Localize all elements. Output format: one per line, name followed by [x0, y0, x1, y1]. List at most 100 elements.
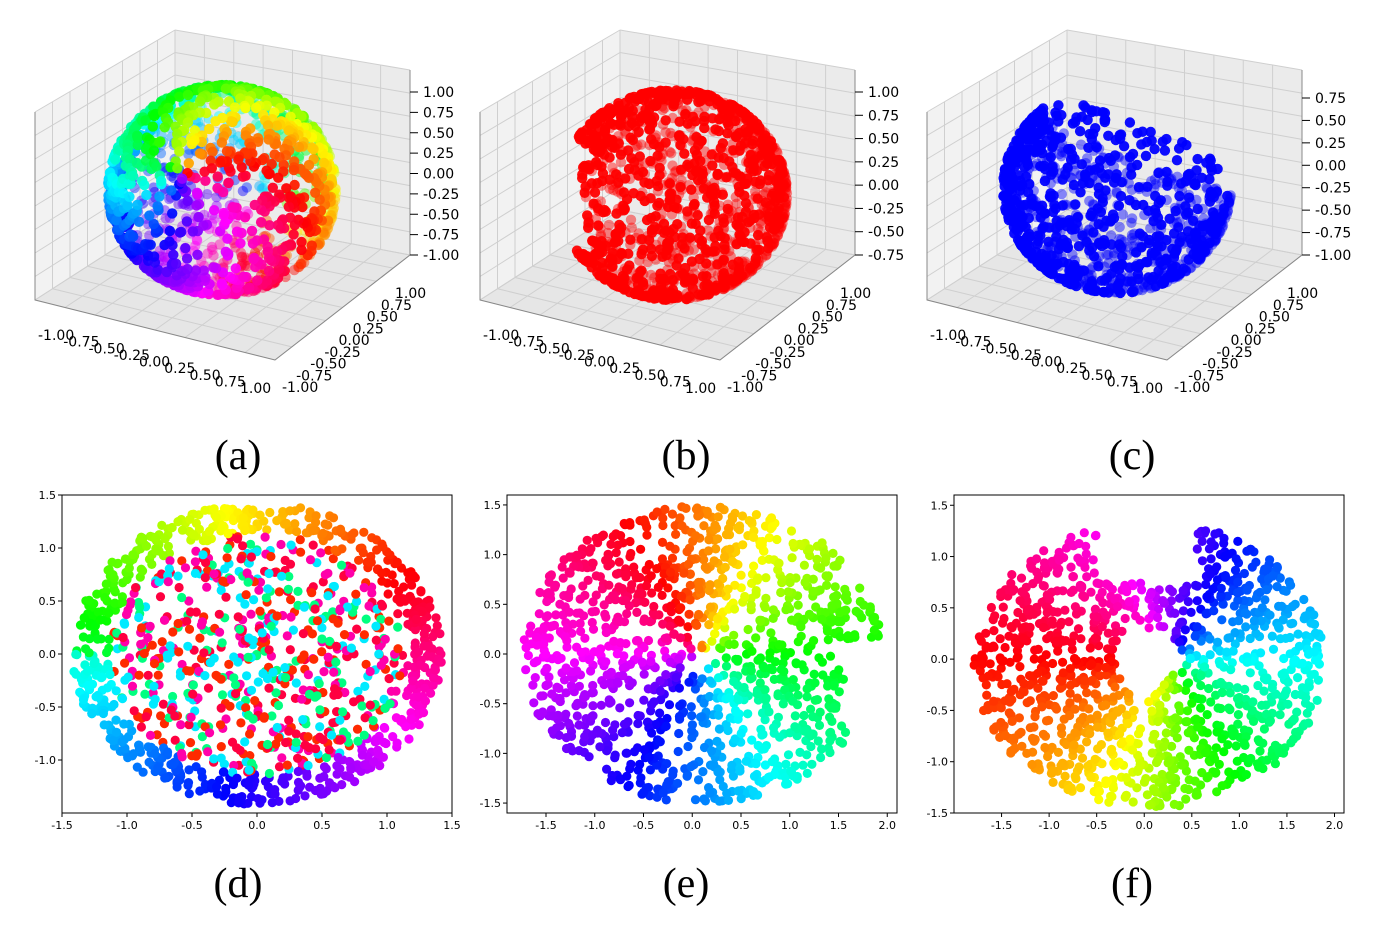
data-point [759, 161, 770, 172]
data-point [637, 244, 649, 255]
data-point [744, 262, 756, 274]
data-point [659, 102, 670, 114]
x-tick-label: -1.00 [38, 328, 74, 344]
y-tick-label: -1.0 [35, 754, 56, 767]
data-point [1126, 217, 1137, 228]
data-point [1124, 195, 1135, 206]
data-point [147, 121, 158, 132]
data-point [1171, 155, 1183, 166]
y-tick-label: 0.5 [39, 595, 57, 608]
z-tick-label: 0.00 [868, 178, 899, 194]
chart-d: -1.5 -1.0 -0.5 0.0 0.5 1.0 1.5-1.0-0.50.00.51.… [35, 489, 461, 832]
y-tick-label: 0.00 [339, 333, 370, 349]
data-point [164, 236, 175, 247]
data-point [174, 91, 185, 103]
data-point [615, 157, 627, 168]
data-point [287, 665, 297, 675]
data-point [136, 722, 146, 732]
data-point [1143, 272, 1154, 283]
data-point [194, 148, 206, 159]
data-point [192, 249, 203, 260]
data-point [78, 632, 88, 642]
data-point [625, 214, 637, 225]
data-point [244, 765, 254, 775]
data-point [197, 732, 207, 742]
panel-d-2d-scatter: -1.5 -1.0 -0.5 0.0 0.5 1.0 1.5 -1.0 -0.5 0.0 0.5 1.… [0, 480, 461, 840]
data-point [747, 138, 758, 150]
z-tick-label: 0.50 [868, 132, 899, 148]
data-point [182, 263, 193, 275]
data-point [216, 742, 226, 752]
data-point [119, 719, 129, 729]
data-point [335, 605, 345, 616]
data-point [1137, 284, 1148, 296]
data-point [1047, 142, 1058, 153]
x-tick-label: -0.75 [508, 335, 544, 351]
data-point [687, 283, 698, 294]
data-point [269, 149, 280, 160]
data-point [584, 164, 595, 175]
data-point [710, 124, 721, 135]
data-point [180, 243, 191, 254]
z-tick-label: -0.25 [423, 187, 459, 203]
data-point [721, 172, 732, 183]
data-point [193, 117, 204, 128]
data-point [188, 680, 198, 690]
data-point [143, 670, 153, 680]
data-point [159, 122, 170, 133]
data-point [331, 657, 341, 667]
data-point [998, 190, 1009, 201]
data-point [226, 798, 236, 808]
data-point [204, 526, 215, 536]
data-point [633, 170, 644, 181]
z-tick-label: 0.25 [1315, 136, 1346, 152]
x-tick-label: 0.50 [190, 368, 221, 384]
data-point [124, 563, 134, 573]
data-point [272, 219, 284, 231]
data-point [376, 660, 386, 670]
data-point [134, 612, 144, 623]
data-point [734, 229, 745, 240]
data-point [191, 546, 201, 556]
data-point [386, 686, 396, 696]
data-point [353, 736, 363, 746]
data-point [722, 203, 733, 215]
data-point [164, 564, 174, 574]
data-point [1107, 209, 1119, 220]
data-point [1192, 153, 1203, 165]
data-point [221, 714, 231, 724]
data-point [160, 773, 170, 783]
data-point [273, 700, 284, 711]
data-point [160, 615, 170, 625]
data-point [674, 116, 685, 127]
data-point [353, 686, 363, 696]
y-tick-label: -0.25 [769, 345, 805, 361]
data-point [1150, 190, 1161, 202]
data-point [174, 146, 185, 157]
data-point [286, 595, 296, 605]
data-point [312, 691, 322, 701]
data-point [183, 778, 194, 788]
data-point [209, 205, 220, 216]
data-point [127, 170, 139, 182]
data-point [581, 124, 592, 136]
data-point [317, 647, 327, 657]
data-point [148, 145, 160, 156]
data-point [198, 550, 208, 560]
data-point [1113, 200, 1125, 211]
x-tick-label: 0.00 [1031, 355, 1062, 371]
data-point [404, 734, 414, 744]
data-point [239, 260, 251, 271]
data-point [254, 585, 264, 595]
z-tick-label: 0.00 [1315, 158, 1346, 174]
z-tick-label: 0.25 [868, 155, 899, 171]
data-point [166, 171, 177, 182]
z-tick-label: 0.50 [1315, 113, 1346, 129]
data-point [763, 211, 774, 222]
data-point [173, 618, 183, 629]
data-point [262, 120, 274, 131]
data-point [379, 737, 389, 747]
data-point [655, 268, 666, 279]
data-point [156, 711, 166, 721]
data-point [296, 547, 306, 557]
